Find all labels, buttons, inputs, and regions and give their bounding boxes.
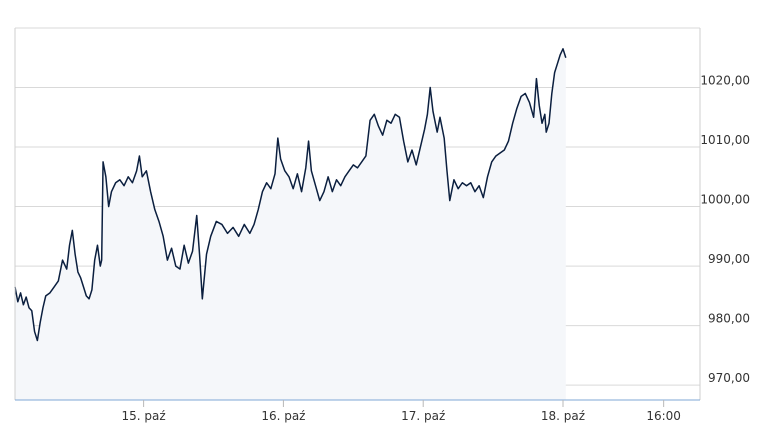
series-area: [15, 48, 566, 400]
y-tick-label: 1010,00: [700, 133, 750, 147]
x-axis-labels: 15. paź 16. paź 17. paź 18. paź 16:00: [122, 409, 681, 423]
y-tick-label: 1000,00: [700, 193, 750, 207]
x-tick-label: 15. paź: [122, 409, 166, 423]
y-tick-label: 980,00: [708, 312, 750, 326]
y-tick-label: 990,00: [708, 252, 750, 266]
price-line: [14, 48, 567, 342]
x-tick-label: 17. paź: [401, 409, 445, 423]
y-axis-labels: 970,00 980,00 990,00 1000,00 1010,00 1020,00: [700, 74, 750, 386]
y-tick-label: 1020,00: [700, 74, 750, 88]
x-tick-label: 16:00: [646, 409, 681, 423]
x-tick-label: 18. paź: [541, 409, 585, 423]
price-area: [15, 48, 566, 400]
series-line: [14, 48, 567, 342]
axes: [14, 28, 701, 407]
y-tick-label: 970,00: [708, 371, 750, 385]
x-tick-label: 16. paź: [261, 409, 305, 423]
